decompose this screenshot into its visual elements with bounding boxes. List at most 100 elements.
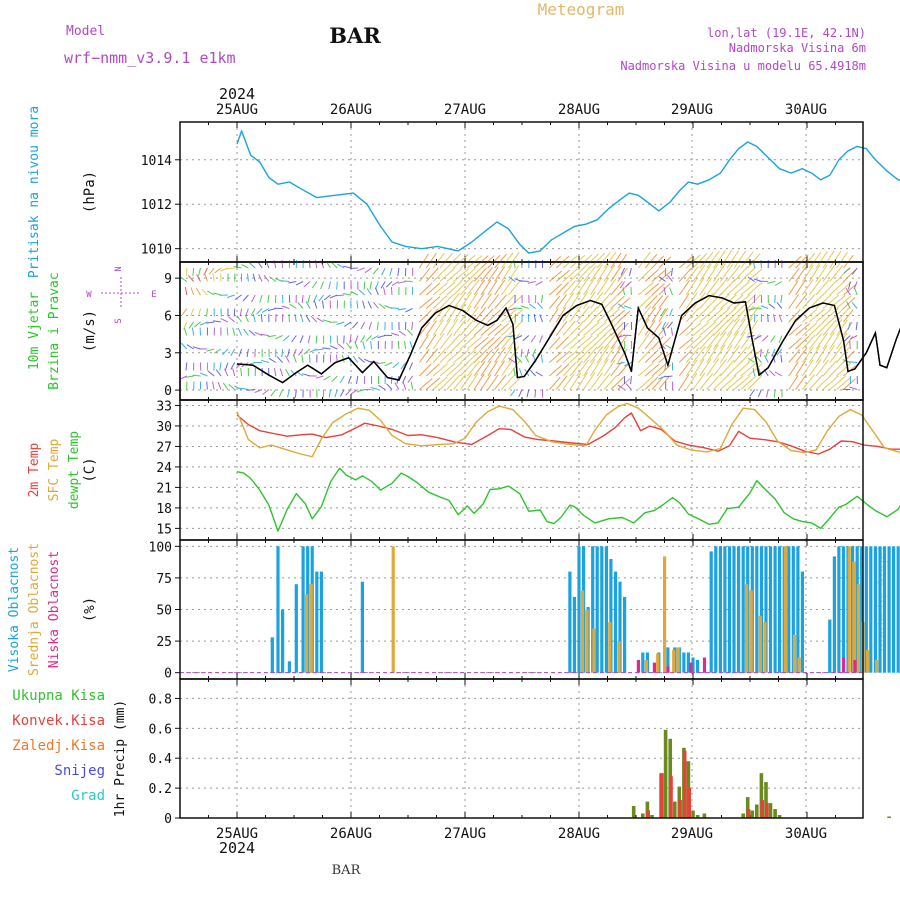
wind-vector	[315, 348, 324, 351]
wind-vector	[685, 322, 702, 336]
wind-vector	[808, 321, 825, 336]
wind-vector	[740, 266, 756, 282]
wind-vector	[487, 294, 500, 309]
wind-vector	[507, 308, 516, 311]
visoka-oblacnost-bar	[864, 546, 868, 673]
panels: 1010 1012 1014 Pritisak na nivou mora (hPa) 0…	[7, 106, 900, 827]
wind-vector	[706, 250, 720, 269]
wind-vector	[788, 375, 799, 390]
wind-vector	[569, 305, 582, 323]
wind-vector	[425, 252, 437, 269]
wind-vector	[268, 357, 277, 363]
wind-vector	[410, 381, 414, 390]
wind-vector	[354, 335, 359, 344]
wind-vector	[808, 359, 822, 377]
wind-vector	[248, 262, 256, 269]
wind-vector	[754, 335, 762, 340]
wind-vector	[302, 373, 311, 377]
wind-vector	[815, 320, 831, 336]
wind-vector	[507, 279, 521, 296]
axis-title-line: Srednja Oblacnost	[27, 543, 42, 676]
wind-vector	[678, 293, 690, 309]
wind-vector	[596, 373, 611, 390]
wind-vector	[644, 306, 657, 323]
wind-vector	[226, 267, 235, 270]
visoka-oblacnost-bar	[595, 546, 599, 673]
wind-vector	[548, 308, 559, 323]
wind-vector	[603, 264, 616, 282]
wind-vector	[199, 372, 208, 377]
wind-vector	[740, 375, 757, 390]
visoka-oblacnost-bar	[618, 581, 622, 673]
wind-vector	[610, 266, 622, 282]
wind-vector	[453, 268, 470, 282]
model-label: Model	[66, 24, 105, 39]
wind-vector	[207, 370, 215, 377]
wind-vector	[501, 294, 516, 309]
srednja-oblacnost-bar	[797, 657, 801, 673]
legend-entry: Zaledj.Kisa	[12, 738, 105, 754]
wind-vector	[419, 321, 430, 336]
unit-label: (C)	[82, 457, 98, 482]
wind-vector	[555, 321, 568, 336]
wind-vector	[637, 281, 654, 296]
wind-vector	[849, 361, 858, 363]
wind-vector	[299, 335, 304, 344]
wind-vector	[603, 308, 620, 323]
wind-vector	[329, 294, 338, 299]
wind-vector	[247, 273, 249, 282]
visoka-oblacnost-bar	[714, 546, 718, 673]
wind-vector	[309, 348, 318, 353]
wind-vector	[348, 375, 352, 384]
wind-vector	[569, 267, 585, 282]
wind-vector	[555, 306, 567, 323]
niska-oblacnost-bar	[689, 662, 693, 673]
wind-vector	[179, 276, 188, 282]
top-day-label: 26AUG	[330, 102, 372, 118]
wind-vector	[583, 358, 596, 377]
wind-vector	[617, 335, 628, 350]
wind-vector	[733, 361, 750, 377]
wind-vector	[419, 363, 432, 377]
wind-vector	[510, 389, 516, 397]
wind-vector	[501, 279, 514, 296]
wind-vector	[217, 381, 222, 390]
wind-vector	[844, 335, 851, 342]
wind-vector	[768, 303, 776, 309]
wind-vector	[760, 259, 762, 269]
wind-vector	[287, 389, 290, 398]
wind-vector	[617, 303, 625, 309]
bottom-day-labels: 25AUG 26AUG 27AUG 28AUG 29AUG 30AUG	[216, 826, 827, 842]
wind-vector	[285, 368, 290, 377]
wind-vector	[583, 335, 600, 350]
wind-vector	[767, 313, 769, 323]
wind-vector	[713, 307, 731, 323]
wind-vector	[801, 278, 814, 296]
wind-vector	[555, 336, 570, 350]
srednja-oblacnost-bar	[783, 546, 787, 673]
wind-vector	[778, 335, 783, 344]
wind-vector	[670, 267, 673, 276]
wind-vector	[780, 294, 783, 303]
wind-vector	[746, 308, 755, 311]
wind-vector	[815, 332, 829, 350]
wind-vector	[514, 335, 523, 340]
wind-vector	[480, 374, 492, 390]
visoka-oblacnost-bar	[800, 571, 804, 673]
wind-vector	[590, 291, 604, 309]
wind-vector	[692, 322, 709, 336]
wind-vector	[252, 314, 256, 323]
wind-vector	[459, 305, 472, 323]
visoka-oblacnost-bar	[572, 596, 576, 673]
visoka-oblacnost-bar	[577, 546, 581, 673]
wind-vector	[263, 274, 270, 282]
wind-vector	[409, 341, 414, 350]
wind-vector	[610, 295, 625, 309]
pressure-line	[236, 130, 900, 254]
wind-vector	[344, 321, 352, 327]
wind-vector	[822, 250, 835, 269]
wind-vector	[480, 308, 494, 323]
panel-frame	[179, 121, 864, 263]
wind-vector	[726, 306, 743, 323]
wind-vector	[692, 277, 705, 296]
